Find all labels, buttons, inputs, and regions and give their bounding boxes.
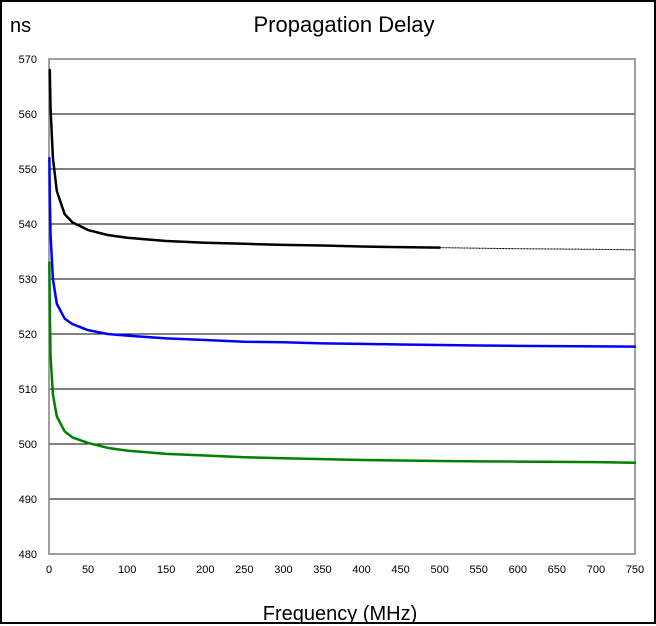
y-tick-label: 500	[19, 439, 37, 451]
series-line-2	[439, 247, 636, 251]
x-tick-label: 350	[313, 564, 331, 576]
x-tick-label: 150	[157, 564, 175, 576]
series-line-1	[48, 68, 441, 249]
y-tick-label: 530	[19, 274, 37, 286]
y-tick-label: 480	[19, 549, 37, 561]
x-tick-label: 50	[82, 564, 94, 576]
plot-area	[48, 58, 636, 555]
x-tick-label: 500	[430, 564, 448, 576]
x-tick-labels: 0 50 100 150 200 250 300 350 400 450 500 550 600 650 7…	[46, 564, 644, 576]
y-tick-label: 570	[19, 54, 37, 66]
y-tick-label: 510	[19, 384, 37, 396]
gridlines	[49, 113, 635, 500]
y-tick-label: 540	[19, 219, 37, 231]
y-tick-label: 490	[19, 494, 37, 506]
y-tick-label: 550	[19, 164, 37, 176]
series-line-4	[48, 261, 637, 464]
x-tick-label: 0	[46, 564, 52, 576]
x-tick-label: 250	[235, 564, 253, 576]
chart-title: Propagation Delay	[253, 12, 434, 37]
y-tick-label: 520	[19, 329, 37, 341]
x-tick-label: 650	[548, 564, 566, 576]
x-tick-label: 300	[274, 564, 292, 576]
x-tick-label: 600	[509, 564, 527, 576]
y-tick-labels: 480 490 500 510 520 530 540 550 560 570	[19, 54, 37, 561]
y-axis-unit-label: ns	[10, 15, 31, 37]
y-tick-label: 560	[19, 109, 37, 121]
x-tick-label: 450	[391, 564, 409, 576]
x-tick-label: 700	[587, 564, 605, 576]
series-line-3	[48, 156, 637, 348]
x-tick-label: 400	[352, 564, 370, 576]
x-tick-label: 750	[626, 564, 644, 576]
data-series	[48, 68, 637, 464]
x-tick-label: 100	[118, 564, 136, 576]
x-tick-label: 550	[470, 564, 488, 576]
x-tick-label: 200	[196, 564, 214, 576]
x-axis-label: Frequency (MHz)	[263, 603, 417, 625]
